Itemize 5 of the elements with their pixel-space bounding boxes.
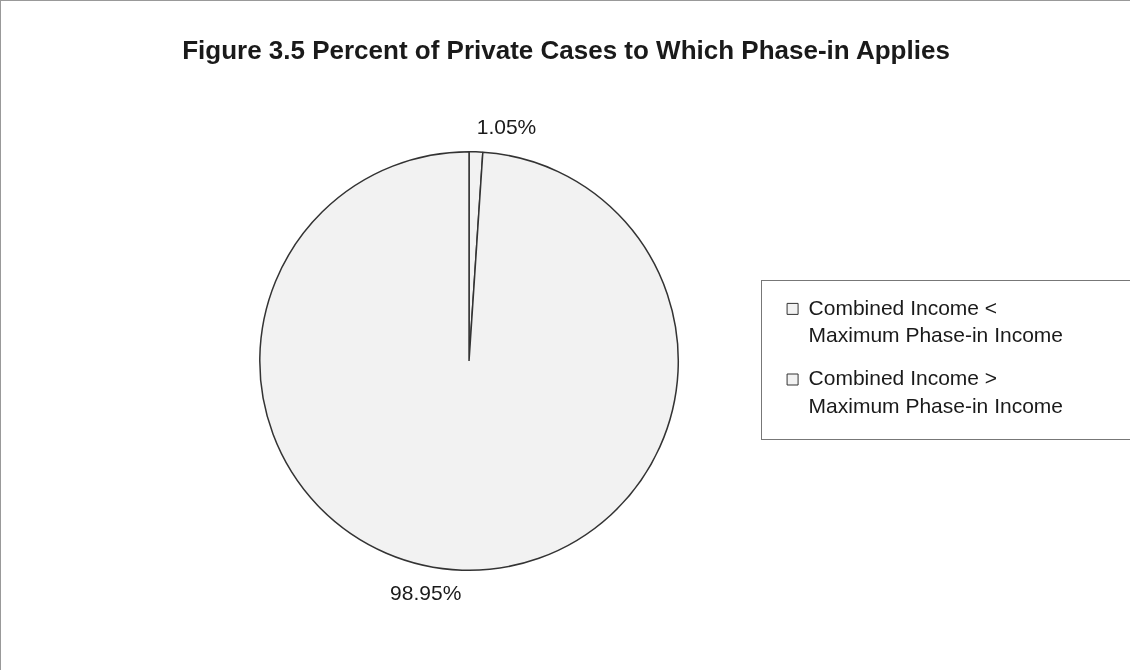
legend-label: Combined Income > Maximum Phase-in Income [808,366,1063,417]
data-label: 1.05% [476,114,537,138]
data-label: 98.95% [390,580,462,604]
legend-label: Combined Income < Maximum Phase-in Income [808,295,1063,346]
chart-title: Figure 3.5 Percent of Private Cases to Which Phase-in Applies [181,35,951,66]
